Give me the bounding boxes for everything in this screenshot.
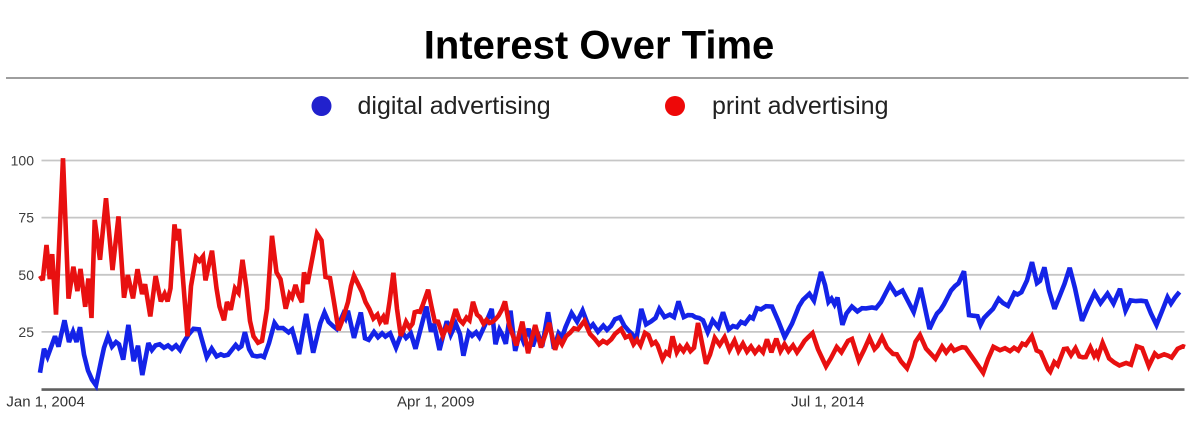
svg-text:print advertising: print advertising: [712, 92, 888, 120]
svg-text:Apr 1, 2009: Apr 1, 2009: [397, 394, 475, 411]
svg-text:digital advertising: digital advertising: [358, 92, 551, 120]
svg-text:Interest Over Time: Interest Over Time: [424, 24, 775, 68]
svg-text:50: 50: [18, 267, 34, 283]
svg-text:25: 25: [18, 324, 34, 340]
svg-text:Jan 1, 2004: Jan 1, 2004: [6, 394, 84, 411]
svg-text:100: 100: [11, 153, 35, 169]
svg-text:75: 75: [18, 210, 34, 226]
svg-text:Jul 1, 2014: Jul 1, 2014: [791, 394, 864, 411]
